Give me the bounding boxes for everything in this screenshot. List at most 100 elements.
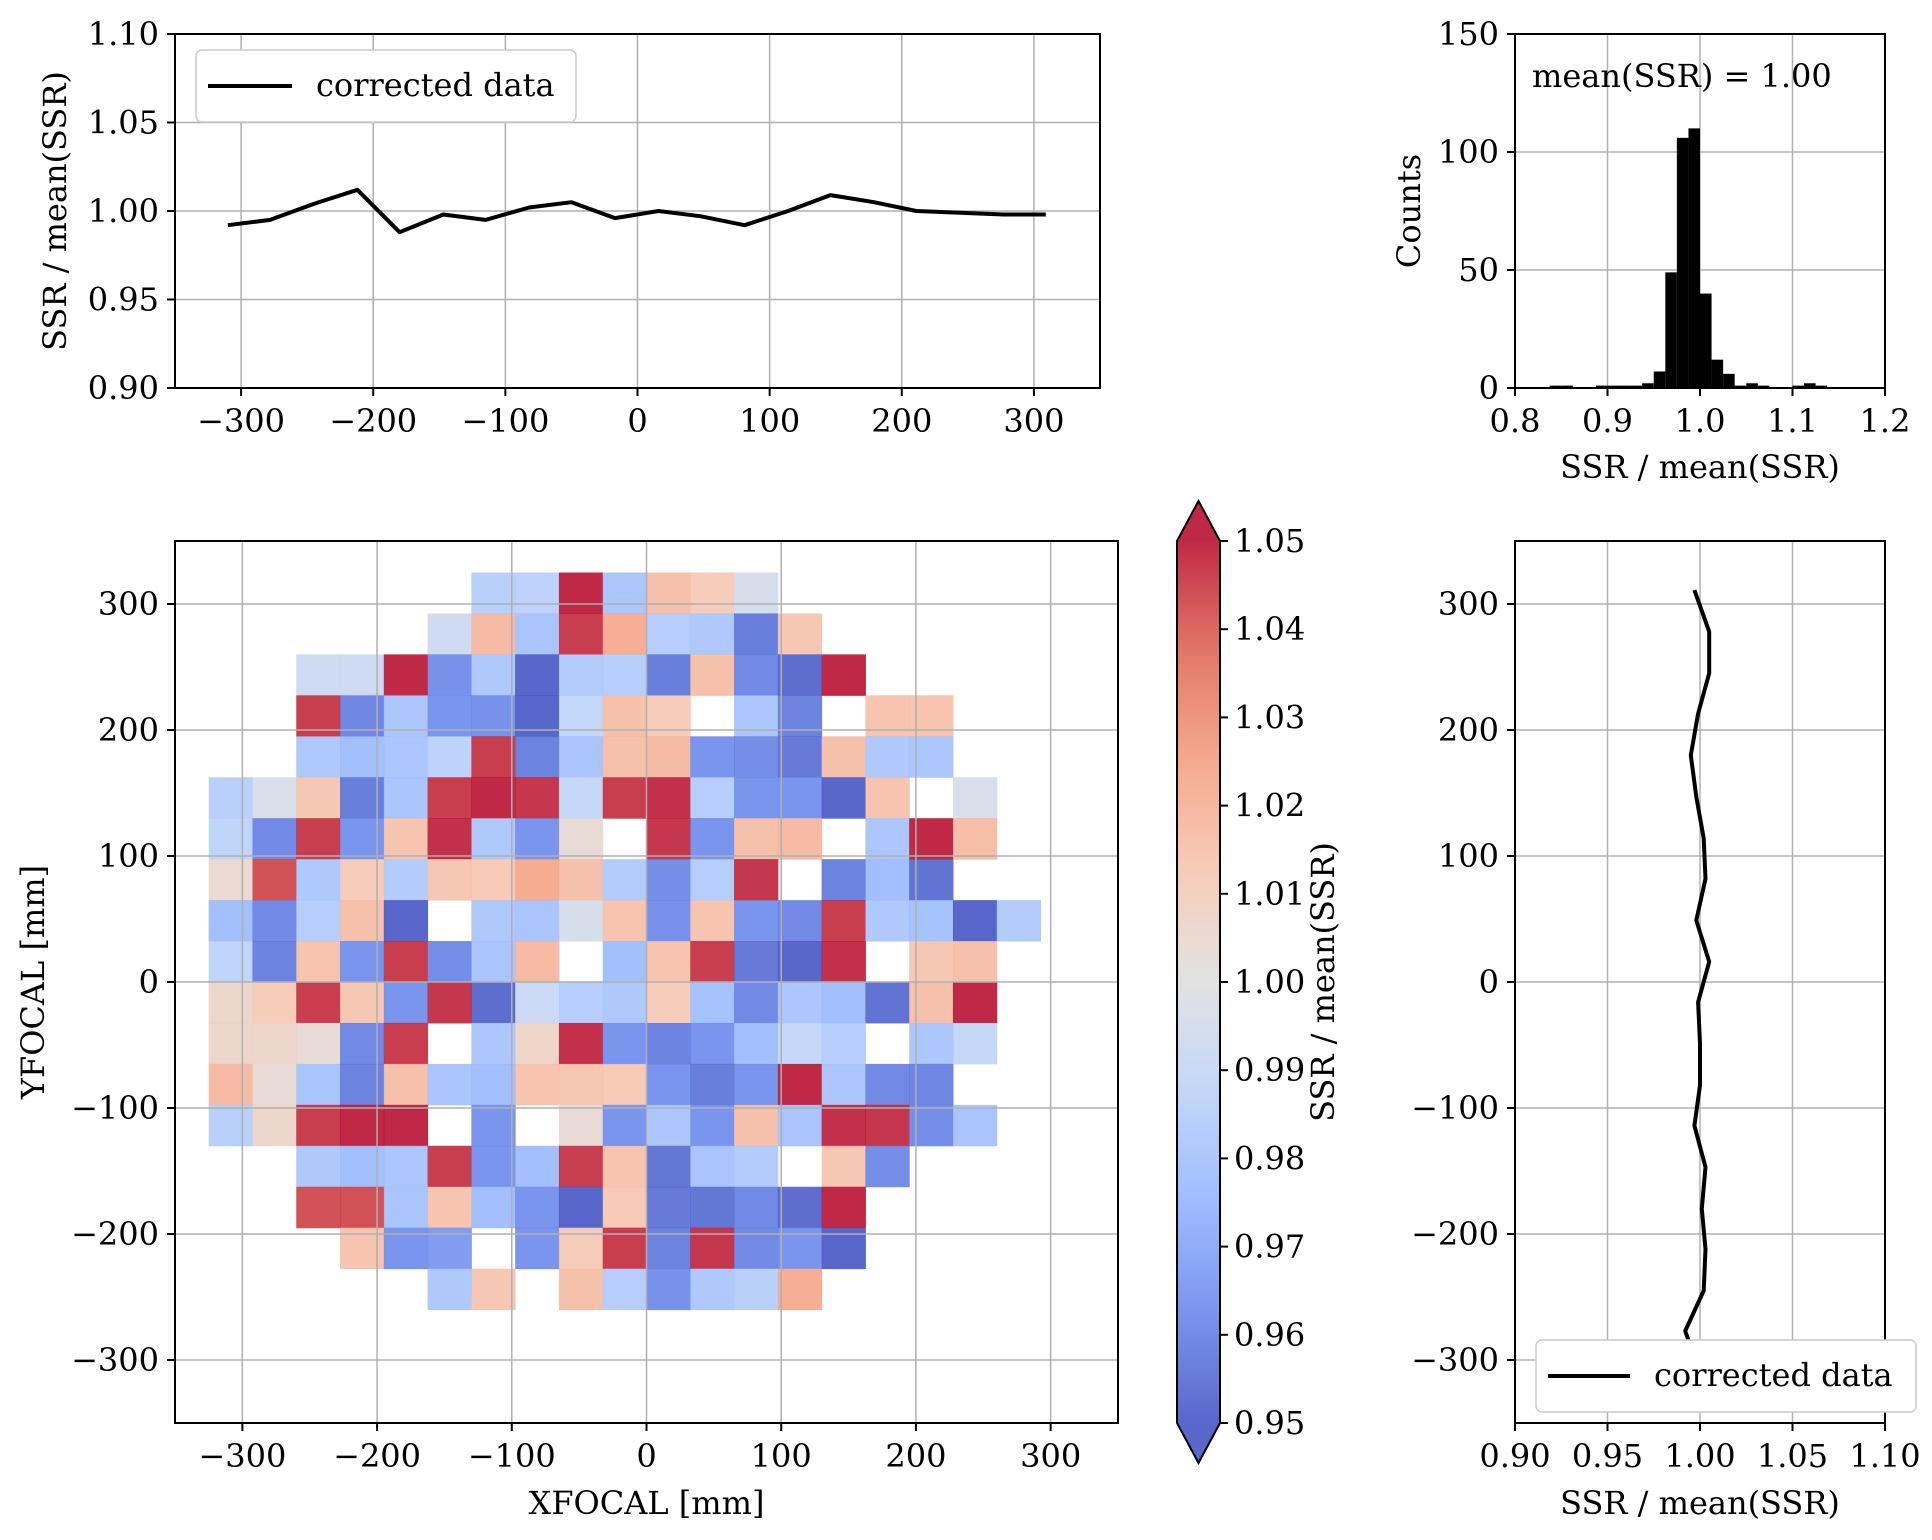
heatmap-cell: [777, 818, 823, 860]
x-tick-label: 0.8: [1490, 402, 1541, 440]
heatmap-cell: [821, 736, 866, 778]
histogram-bar: [1734, 385, 1747, 388]
y-tick-label: 0: [1479, 369, 1499, 407]
histogram-chart: 0.8 0.9 1.0 1.1 1.2 0 50 100 150 SSR / mean(SSR)…: [1390, 15, 1910, 486]
heatmap-cell: [471, 818, 516, 860]
heatmap-cell: [602, 941, 647, 983]
x-tick-label: 300: [1003, 402, 1064, 440]
heatmap-cell: [252, 900, 297, 942]
heatmap-cell: [952, 1104, 998, 1147]
y-tick-label: 200: [1438, 711, 1499, 749]
heatmap-cell: [734, 1104, 779, 1147]
series-line-corrected-data: [1683, 589, 1712, 1374]
heatmap-cell: [996, 900, 1042, 942]
y-tick-label: 100: [1438, 837, 1499, 875]
heatmap-cell: [952, 941, 998, 983]
heatmap-cell: [952, 818, 998, 860]
heatmap-cell: [602, 1186, 647, 1229]
heatmap-cell: [602, 777, 647, 819]
heatmap-cell: [690, 859, 735, 901]
x-tick-label: 0.9: [1582, 402, 1633, 440]
heatmap-cell: [734, 777, 779, 819]
heatmap-cell: [690, 900, 735, 942]
heatmap-cell: [471, 1268, 516, 1311]
heatmap-cell: [558, 1186, 604, 1229]
heatmap-cell: [471, 736, 516, 778]
heatmap-cell: [821, 859, 866, 901]
heatmap-cell: [690, 941, 735, 983]
x-tick-label: 1.00: [1664, 1437, 1735, 1475]
top-line-ticks: −300 −200 −100 0 100 200 300 0.90 0.95 1.00 1.05 1.…: [88, 15, 1065, 440]
heatmap-cell: [383, 900, 429, 942]
heatmap-cell: [208, 1022, 253, 1065]
heatmap-cell: [252, 1022, 297, 1065]
y-tick-label: 1.10: [88, 15, 159, 53]
heatmap-ylabel: YFOCAL [mm]: [14, 865, 52, 1100]
heatmap-cell: [296, 777, 341, 819]
heatmap-cell: [208, 777, 253, 819]
heatmap-cell: [558, 982, 604, 1024]
histogram-bar: [1815, 385, 1828, 388]
heatmap-cell: [558, 1145, 604, 1188]
heatmap-cell: [734, 859, 779, 901]
colorbar-tick-label: 1.04: [1234, 610, 1305, 648]
heatmap-cell: [208, 982, 253, 1024]
heatmap-cell: [427, 613, 472, 655]
heatmap-cell: [602, 1268, 647, 1311]
heatmap-cell: [558, 859, 604, 901]
series-line-corrected-data: [227, 187, 1046, 235]
heatmap-cell: [690, 1145, 735, 1188]
heatmap-cell: [690, 613, 735, 655]
y-tick-label: 0.95: [88, 281, 159, 319]
heatmap-cell: [296, 982, 341, 1024]
heatmap-cell: [208, 859, 253, 901]
y-tick-label: 100: [98, 837, 159, 875]
heatmap-cell: [383, 1022, 429, 1065]
histogram-bar: [1561, 385, 1573, 388]
heatmap-cell: [296, 941, 341, 983]
y-tick-label: −300: [71, 1341, 159, 1379]
heatmap-cell: [296, 1063, 341, 1106]
heatmap-cell: [427, 654, 472, 696]
colorbar-tick-label: 0.97: [1234, 1228, 1305, 1266]
heatmap-cell: [865, 736, 910, 778]
heatmap-cell: [252, 941, 297, 983]
x-tick-label: −300: [197, 402, 285, 440]
y-tick-label: −100: [1411, 1089, 1499, 1127]
heatmap-cell: [427, 1063, 472, 1106]
heatmap-cell: [865, 1145, 910, 1188]
heatmap-cell: [952, 777, 998, 819]
heatmap-cell: [252, 777, 297, 819]
heatmap-cell: [690, 736, 735, 778]
heatmap-cell: [471, 1104, 516, 1147]
colorbar-tick-label: 1.05: [1234, 522, 1305, 560]
heatmap-cell: [471, 1145, 516, 1188]
y-tick-label: 150: [1438, 15, 1499, 53]
heatmap-cell: [208, 1104, 253, 1147]
heatmap-cell: [515, 736, 560, 778]
heatmap-cell: [515, 654, 560, 696]
heatmap-cell: [646, 1104, 691, 1147]
heatmap-cell: [777, 1268, 823, 1311]
y-tick-label: 0: [139, 963, 159, 1001]
heatmap-cell: [602, 613, 647, 655]
heatmap-cell: [252, 859, 297, 901]
histogram-bar: [1630, 385, 1643, 388]
x-tick-label: −200: [333, 1437, 421, 1475]
heatmap-cell: [558, 1063, 604, 1106]
legend-label: corrected data: [316, 66, 555, 104]
heatmap-cell: [558, 613, 604, 655]
heatmap-cell: [646, 654, 691, 696]
heatmap-cell: [777, 777, 823, 819]
heatmap-cell: [296, 900, 341, 942]
heatmap-cell: [383, 1186, 429, 1229]
histogram-bar: [1642, 383, 1654, 388]
heatmap-cell: [383, 777, 429, 819]
top-line-series: [227, 187, 1046, 235]
vertical-line-series: [1683, 589, 1712, 1374]
vertical-line-ticks: 0.90 0.95 1.00 1.05 1.10 −300 −200 −100 0 100 200 3…: [1411, 585, 1921, 1475]
legend-box: [1535, 1339, 1917, 1413]
heatmap-cell: [821, 1063, 866, 1106]
x-tick-label: 1.10: [1849, 1437, 1920, 1475]
heatmap-cell: [777, 982, 823, 1024]
